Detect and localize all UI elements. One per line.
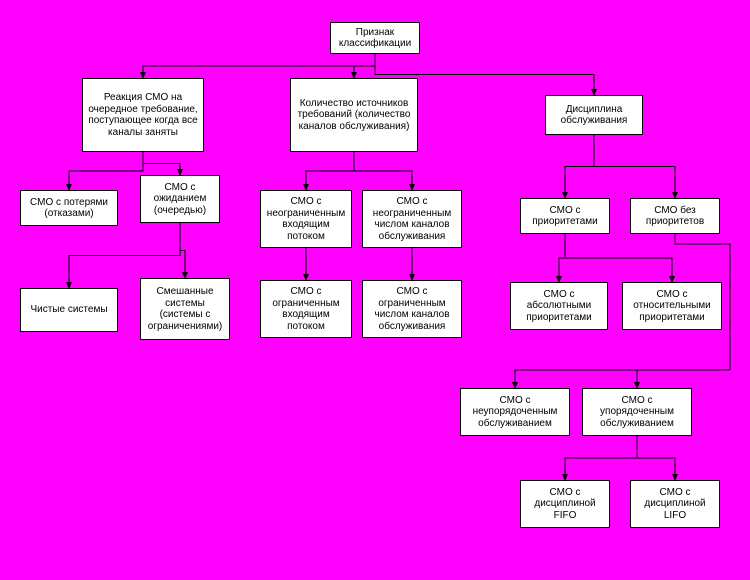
node-root: Признак классификации: [330, 22, 420, 54]
node-mixed: Смешанные системы (системы с ограничения…: [140, 278, 230, 340]
edge-prio-relprio: [565, 234, 672, 282]
node-pure: Чистые системы: [20, 288, 118, 332]
edge-ord-fifo: [565, 436, 637, 480]
node-label: Количество источников требований (количе…: [295, 98, 413, 133]
edge-ord-lifo: [637, 436, 675, 480]
node-label: Признак классификации: [335, 27, 415, 50]
edge-reaction-wait: [143, 152, 180, 175]
edge-root-sources: [354, 54, 375, 78]
node-prio: СМО с приоритетами: [520, 198, 610, 234]
node-sources: Количество источников требований (количе…: [290, 78, 418, 152]
edge-disc-noprio: [594, 135, 675, 198]
node-unlim_in: СМО с неограниченным входящим потоком: [260, 190, 352, 248]
node-ord: СМО с упорядоченным обслуживанием: [582, 388, 692, 436]
node-label: СМО с неупорядоченным обслуживанием: [465, 395, 565, 430]
node-lifo: СМО с дисциплиной LIFO: [630, 480, 720, 528]
node-label: СМО с приоритетами: [525, 205, 605, 228]
node-label: СМО с упорядоченным обслуживанием: [587, 395, 687, 430]
node-label: СМО с ожиданием (очередью): [145, 182, 215, 217]
node-label: СМО с потерями (отказами): [25, 197, 113, 220]
node-unord: СМО с неупорядоченным обслуживанием: [460, 388, 570, 436]
node-disc: Дисциплина обслуживания: [545, 95, 643, 135]
edge-prio-absprio: [559, 234, 565, 282]
edge-reaction-loss: [69, 152, 143, 190]
node-wait: СМО с ожиданием (очередью): [140, 175, 220, 223]
node-unlim_ch: СМО с неограниченным числом каналов обсл…: [362, 190, 462, 248]
node-label: СМО без приоритетов: [635, 205, 715, 228]
node-fifo: СМО с дисциплиной FIFO: [520, 480, 610, 528]
node-reaction: Реакция СМО на очередное требование, пос…: [82, 78, 204, 152]
node-label: СМО с относительными приоритетами: [627, 289, 717, 324]
node-loss: СМО с потерями (отказами): [20, 190, 118, 226]
diagram-canvas: Признак классификации Реакция СМО на очер…: [0, 0, 750, 580]
node-absprio: СМО с абсолютными приоритетами: [510, 282, 608, 330]
node-label: СМО с абсолютными приоритетами: [515, 289, 603, 324]
node-label: СМО с ограниченным входящим потоком: [265, 286, 347, 332]
edge-root-reaction: [143, 54, 375, 78]
edge-wait-mixed: [180, 223, 185, 278]
node-label: Чистые системы: [30, 304, 107, 316]
node-label: СМО с дисциплиной FIFO: [525, 487, 605, 522]
node-label: СМО с дисциплиной LIFO: [635, 487, 715, 522]
node-lim_ch: СМО с ограниченным числом каналов обслуж…: [362, 280, 462, 338]
node-label: СМО с неограниченным числом каналов обсл…: [367, 196, 457, 242]
node-label: СМО с неограниченным входящим потоком: [265, 196, 347, 242]
node-relprio: СМО с относительными приоритетами: [622, 282, 722, 330]
edge-sources-unlim_ch: [354, 152, 412, 190]
node-lim_in: СМО с ограниченным входящим потоком: [260, 280, 352, 338]
edge-sources-unlim_in: [306, 152, 354, 190]
edge-disc-prio: [565, 135, 594, 198]
node-label: Дисциплина обслуживания: [550, 104, 638, 127]
node-label: СМО с ограниченным числом каналов обслуж…: [367, 286, 457, 332]
node-label: Смешанные системы (системы с ограничения…: [145, 286, 225, 332]
node-label: Реакция СМО на очередное требование, пос…: [87, 92, 199, 138]
node-noprio: СМО без приоритетов: [630, 198, 720, 234]
